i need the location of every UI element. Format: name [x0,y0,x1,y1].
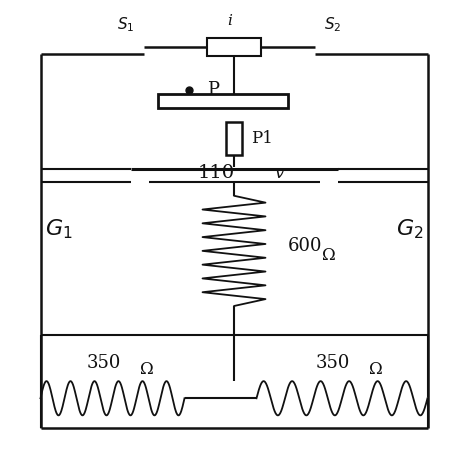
Text: Ω: Ω [139,361,153,378]
Bar [207,38,261,56]
Bar [226,122,242,155]
Text: $S_2$: $S_2$ [324,15,342,34]
Text: 600: 600 [288,238,322,256]
Text: Ω: Ω [369,361,383,378]
Text: 350: 350 [316,354,350,372]
Text: 110: 110 [197,164,234,182]
Text: P1: P1 [251,130,273,147]
Text: $S_1$: $S_1$ [117,15,135,34]
Text: $G_1$: $G_1$ [44,218,73,241]
Bar [158,94,288,108]
Text: 350: 350 [86,354,121,372]
Text: $G_2$: $G_2$ [396,218,423,241]
Text: Ω: Ω [322,247,336,264]
Text: i: i [227,14,232,28]
Text: v: v [275,165,284,182]
Text: P: P [207,81,219,99]
